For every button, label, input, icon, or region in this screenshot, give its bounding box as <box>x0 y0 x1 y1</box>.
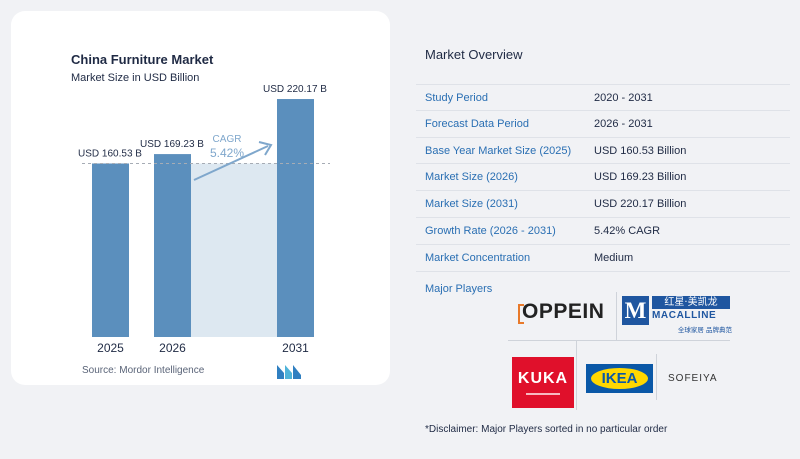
cagr-arrow-head <box>258 141 273 156</box>
kuka-logo-text: KUKA <box>517 370 569 387</box>
overview-row: Study Period 2020 - 2031 <box>416 84 790 111</box>
row-label: Market Size (2031) <box>425 198 518 211</box>
sofeiya-logo-text: SOFEIYA <box>668 373 718 384</box>
mordor-logo-icon <box>277 365 301 379</box>
overview-row: Market Size (2026) USD 169.23 Billion <box>416 164 790 192</box>
row-label: Growth Rate (2026 - 2031) <box>425 224 556 237</box>
overview-row: Market Size (2031) USD 220.17 Billion <box>416 191 790 218</box>
logo-divider <box>508 340 730 341</box>
tick-label: 2031 <box>282 341 309 355</box>
overview-table: Study Period 2020 - 2031 Forecast Data Pe… <box>416 84 790 272</box>
overview-title: Market Overview <box>425 47 523 62</box>
data-label: USD 220.17 B <box>263 84 327 95</box>
row-value: 2026 - 2031 <box>594 117 653 130</box>
oppein-logo: OPPEIN <box>516 300 612 328</box>
bar-2031 <box>277 99 314 337</box>
tick-label: 2025 <box>97 341 124 355</box>
overview-row: Growth Rate (2026 - 2031) 5.42% CAGR <box>416 218 790 245</box>
row-label: Market Size (2026) <box>425 171 518 184</box>
macalline-logo: M 红星·美凯龙 MACALLINE 全球家居 品牌典范 <box>622 296 732 334</box>
chart-subtitle: Market Size in USD Billion <box>71 72 200 84</box>
row-label: Market Concentration <box>425 251 531 264</box>
row-label: Study Period <box>425 92 488 104</box>
kuka-logo: KUKA <box>512 357 574 408</box>
tick-label: 2026 <box>159 341 186 355</box>
major-players-title: Major Players <box>425 283 493 295</box>
growth-shade <box>191 163 277 337</box>
row-label: Base Year Market Size (2025) <box>425 144 572 157</box>
row-value: USD 169.23 Billion <box>594 171 687 184</box>
cagr-label: CAGR <box>213 134 242 145</box>
macalline-logo-mark: M <box>622 296 649 325</box>
cagr-value: 5.42% <box>210 146 244 160</box>
macalline-logo-slogan: 全球家居 品牌典范 <box>677 326 732 334</box>
logo-divider <box>616 292 617 340</box>
source-note: Source: Mordor Intelligence <box>82 365 205 376</box>
ikea-logo: IKEA <box>586 364 653 393</box>
bar-2025 <box>92 163 129 337</box>
macalline-logo-en: MACALLINE <box>652 310 717 321</box>
cagr-arrow <box>193 145 269 181</box>
row-value: 5.42% CAGR <box>594 224 661 237</box>
ikea-logo-text: IKEA <box>601 370 638 387</box>
sofeiya-logo: SOFEIYA <box>668 373 730 389</box>
row-label: Forecast Data Period <box>425 117 529 130</box>
data-label: USD 160.53 B <box>78 148 142 159</box>
disclaimer: *Disclaimer: Major Players sorted in no … <box>425 424 668 435</box>
row-value: Medium <box>594 251 634 264</box>
row-value: USD 160.53 Billion <box>594 144 687 157</box>
row-value: USD 220.17 Billion <box>594 198 687 211</box>
overview-row: Base Year Market Size (2025) USD 160.53 B… <box>416 138 790 165</box>
macalline-logo-cn: 红星·美凯龙 <box>652 296 730 309</box>
chart-title: China Furniture Market <box>71 52 214 67</box>
logo-divider <box>656 354 657 400</box>
oppein-logo-text: OPPEIN <box>522 300 605 323</box>
overview-row: Forecast Data Period 2026 - 2031 <box>416 111 790 138</box>
row-value: 2020 - 2031 <box>594 92 653 104</box>
data-label: USD 169.23 B <box>140 139 204 150</box>
bar-2026 <box>154 154 191 337</box>
overview-row: Market Concentration Medium <box>416 245 790 272</box>
logo-divider <box>576 340 577 410</box>
